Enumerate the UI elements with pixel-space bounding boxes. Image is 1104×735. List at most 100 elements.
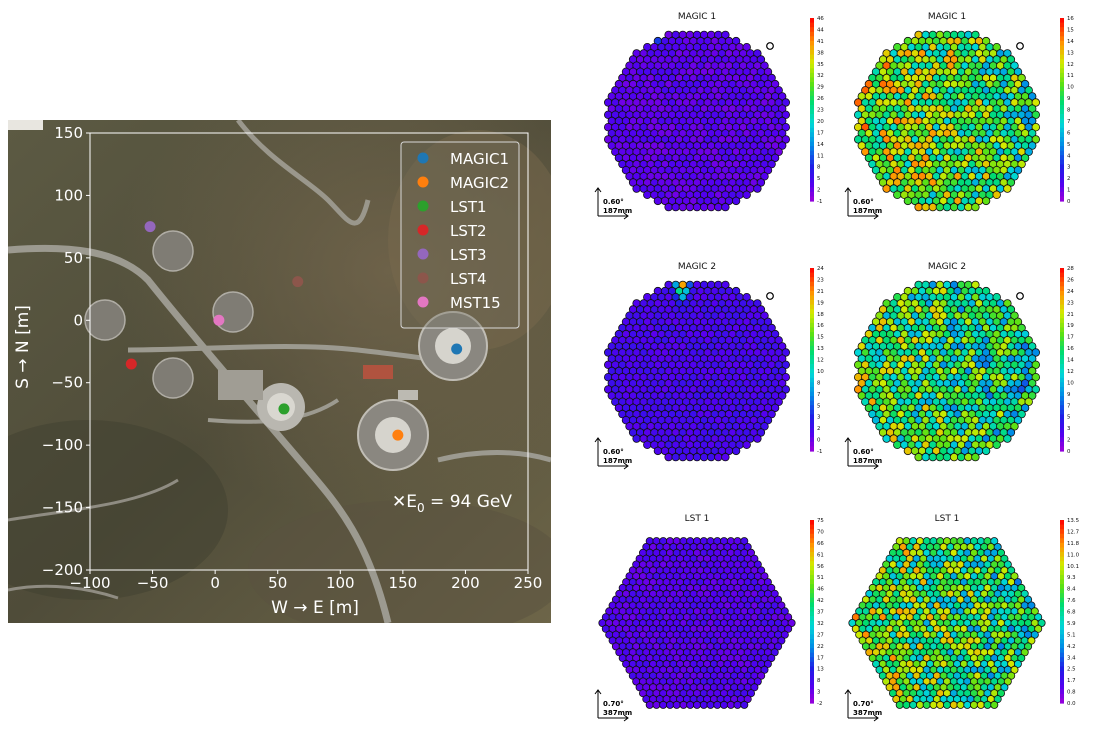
- colorbar-tick-label: 21: [1067, 312, 1074, 318]
- camera-center-marker: [766, 292, 774, 300]
- colorbar-tick-label: 41: [817, 39, 824, 45]
- colorbar-tick-label: 12: [1067, 62, 1074, 68]
- colorbar-tick-label: 3.4: [1067, 655, 1076, 661]
- colorbar-tick-label: 16: [1067, 16, 1074, 22]
- map-axis-ticks: −100 −50 0 50 100 150 200 250 150 100 50 0 −50 −100 −1…: [42, 124, 543, 592]
- colorbar-tick-label: 0.8: [1067, 690, 1076, 696]
- colorbar-tick-label: 66: [817, 541, 824, 547]
- colorbar-tick-label: 17: [817, 130, 824, 136]
- colorbar-tick-label: 5.1: [1067, 632, 1076, 638]
- scale-mm-label: 387mm: [853, 709, 882, 717]
- camera-panel: MAGIC 1 0.60° 187mm 16 15 14 13 12 11 10 9 8 7 6 5 4 3 2 1…: [842, 8, 1082, 233]
- map-legend: MAGIC1 MAGIC2 LST1 LST2 LST3 LST4 MST15: [400, 141, 520, 329]
- colorbar-tick-label: 18: [817, 312, 824, 318]
- colorbar-tick-label: 46: [817, 587, 824, 593]
- camera-center-marker: [766, 42, 774, 50]
- colorbar-tick-label: 44: [817, 27, 824, 33]
- x-tick-label: 150: [389, 574, 418, 592]
- scale-bar: 0.60°187mm: [594, 187, 632, 220]
- scale-angle-label: 0.60°: [603, 448, 624, 456]
- camera-pixels: [604, 280, 790, 462]
- colorbar-tick-label: 3: [817, 690, 820, 696]
- legend-label: MAGIC1: [450, 150, 509, 168]
- map-y-axis-label: S → N [m]: [13, 305, 33, 389]
- scale-mm-label: 387mm: [603, 709, 632, 717]
- colorbar-tick-label: 15: [1067, 27, 1074, 33]
- camera-center-marker: [1016, 42, 1024, 50]
- camera-pixels: [598, 537, 796, 709]
- colorbar-tick-label: 9: [1067, 392, 1071, 398]
- camera-pixels: [854, 280, 1040, 462]
- colorbar-tick-label: 11.0: [1067, 552, 1080, 558]
- camera-image: MAGIC 10.60°187mm16151413121110987654321…: [844, 12, 1074, 220]
- colorbar-tick-label: 24: [817, 266, 824, 272]
- legend-label: MST15: [450, 294, 501, 312]
- legend-marker: [417, 272, 429, 284]
- map-telescope-points: [125, 221, 463, 441]
- map-axes-frame: [89, 132, 529, 571]
- legend-box: [400, 141, 520, 329]
- colorbar-tick-label: 29: [817, 85, 824, 91]
- colorbar-tick-label: 32: [817, 621, 824, 627]
- colorbar-tick-label: 13: [817, 346, 824, 352]
- x-tick-label: 100: [326, 574, 355, 592]
- camera-image: MAGIC 20.60°187mm24232119181615131210875…: [594, 262, 824, 470]
- legend-label: LST3: [450, 246, 487, 264]
- colorbar-tick-label: 10.1: [1067, 564, 1079, 570]
- y-tick-label: −150: [42, 499, 83, 517]
- legend-marker: [417, 152, 429, 164]
- colorbar-tick-label: 1: [1067, 188, 1070, 194]
- scale-mm-label: 187mm: [853, 457, 882, 465]
- colorbar-tick-label: 2: [1067, 438, 1070, 444]
- camera-panel: LST 1 0.70° 387mm 13.5 12.7 11.8 11.0 10.1 9.3 8.…: [842, 510, 1082, 735]
- colorbar-tick-label: 7: [1067, 119, 1070, 125]
- colorbar-tick-label: 75: [817, 518, 824, 524]
- site-map-plot: −100 −50 0 50 100 150 200 250 150 100 50 0 −50 −100 −1…: [8, 120, 551, 623]
- legend-label: LST2: [450, 222, 487, 240]
- scale-mm-label: 187mm: [603, 207, 632, 215]
- colorbar-tick-label: 6: [1067, 130, 1071, 136]
- colorbar-tick-label: 23: [1067, 300, 1074, 306]
- energy-annotation: ✕E0 = 94 GeV: [392, 492, 512, 515]
- scale-mm-label: 187mm: [853, 207, 882, 215]
- camera-title: MAGIC 1: [928, 12, 966, 22]
- camera-pixels: [604, 30, 790, 212]
- colorbar-tick-label: 28: [1067, 266, 1074, 272]
- colorbar-tick-label: -1: [817, 199, 822, 205]
- telescope-point-magic1: [451, 343, 463, 355]
- colorbar-tick-label: 4: [1067, 153, 1071, 159]
- colorbar-tick-label: 0: [1067, 199, 1071, 205]
- x-tick-label: 50: [268, 574, 287, 592]
- colorbar-tick-label: 56: [817, 564, 824, 570]
- colorbar-tick-label: 8: [817, 380, 821, 386]
- legend-marker: [417, 296, 429, 308]
- colorbar-tick-label: 5: [1067, 415, 1070, 421]
- colorbar-tick-label: 14: [1067, 358, 1074, 364]
- colorbar-tick-label: 10: [1067, 380, 1074, 386]
- colorbar-tick-label: 35: [817, 62, 824, 68]
- colorbar-tick-label: 19: [817, 300, 824, 306]
- telescope-point-lst1: [278, 403, 290, 415]
- map-plot-border: [89, 132, 529, 571]
- camera-panel: MAGIC 1 0.60° 187mm 46 44 41 38 35 32 29 26 23 20 17 1…: [592, 8, 832, 233]
- scale-angle-label: 0.60°: [853, 448, 874, 456]
- telescope-point-lst3: [144, 221, 156, 233]
- telescope-point-mst15: [213, 314, 225, 326]
- colorbar-tick-label: 1.7: [1067, 678, 1076, 684]
- camera-panel: LST 1 0.70° 387mm 75 70 66 61 56 51 46 42 37 32 27 22 1…: [592, 510, 832, 735]
- camera-pixels: [848, 537, 1046, 709]
- colorbar-tick-label: 3: [1067, 165, 1070, 171]
- camera-title: LST 1: [685, 514, 710, 524]
- scale-angle-label: 0.60°: [853, 198, 874, 206]
- map-x-axis-label: W → E [m]: [271, 598, 359, 618]
- legend-marker: [417, 224, 429, 236]
- camera-panel: MAGIC 2 0.60° 187mm 28 26 24 23 21 19 17 16 14 12 10 9…: [842, 258, 1082, 483]
- legend-marker: [417, 248, 429, 260]
- colorbar-tick-label: 15: [817, 335, 824, 341]
- colorbar-tick-label: 9.3: [1067, 575, 1076, 581]
- y-tick-label: 150: [54, 124, 83, 142]
- colorbar-tick-label: 10: [1067, 85, 1074, 91]
- colorbar-tick-label: 51: [817, 575, 824, 581]
- scale-bar: 0.60°187mm: [594, 437, 632, 470]
